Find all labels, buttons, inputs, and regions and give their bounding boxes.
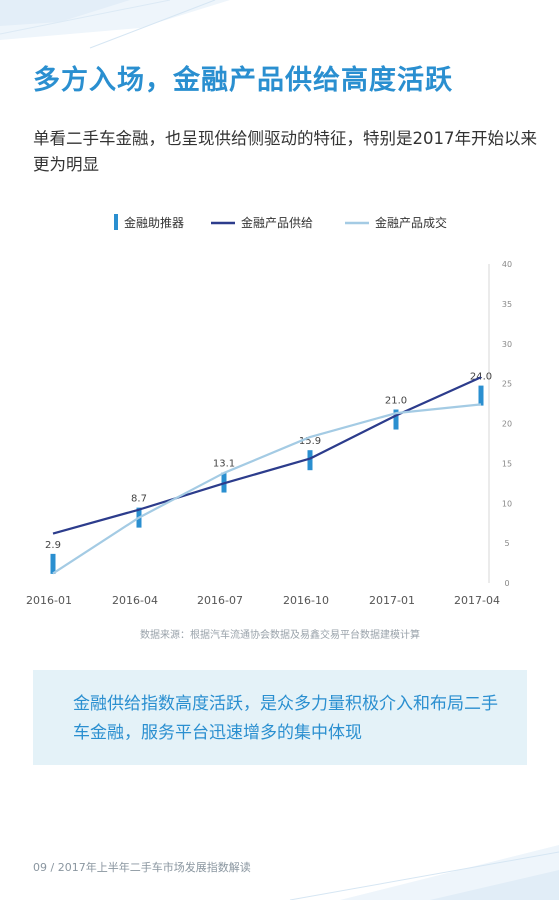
x-tick-label: 2017-01 xyxy=(369,594,415,607)
top-decoration xyxy=(0,0,230,49)
y-tick-label: 5 xyxy=(504,539,509,548)
data-label: 13.1 xyxy=(213,459,235,470)
y-tick-label: 15 xyxy=(502,459,512,468)
legend-swatch-bar xyxy=(114,214,118,230)
y-tick-label: 25 xyxy=(502,380,512,389)
page-title: 多方入场，金融产品供给高度活跃 xyxy=(33,65,453,96)
data-bar xyxy=(478,385,484,406)
legend-label: 金融助推器 xyxy=(124,215,184,230)
legend-label: 金融产品供给 xyxy=(241,215,313,230)
series-line xyxy=(52,376,482,535)
data-label: 8.7 xyxy=(131,494,147,505)
y-tick-label: 10 xyxy=(502,499,512,508)
x-tick-label: 2016-10 xyxy=(283,594,329,607)
y-tick-label: 30 xyxy=(502,340,512,349)
y-tick-label: 20 xyxy=(502,420,512,429)
x-tick-label: 2016-04 xyxy=(112,594,158,607)
data-label: 21.0 xyxy=(385,396,407,407)
footer: 09 / 2017年上半年二手车市场发展指数解读 xyxy=(33,861,251,874)
bottom-decoration xyxy=(289,845,559,900)
legend-label: 金融产品成交 xyxy=(375,215,447,230)
x-tick-label: 2017-04 xyxy=(454,594,500,607)
y-tick-label: 0 xyxy=(504,579,509,588)
callout-box: 金融供给指数高度活跃，是众多力量积极介入和布局二手车金融，服务平台迅速增多的集中… xyxy=(33,670,527,765)
data-bar xyxy=(50,553,56,574)
source-note: 数据来源：根据汽车流通协会数据及易鑫交易平台数据建模计算 xyxy=(140,628,420,641)
subtitle: 单看二手车金融，也呈现供给侧驱动的特征，特别是2017年开始以来更为明显 xyxy=(33,129,537,174)
data-bar xyxy=(307,450,313,471)
series-line xyxy=(52,403,482,575)
data-label: 15.9 xyxy=(299,436,321,447)
data-label: 24.0 xyxy=(470,372,492,383)
data-bar xyxy=(393,409,399,430)
data-label: 2.9 xyxy=(45,540,61,551)
y-tick-label: 35 xyxy=(502,300,512,309)
y-tick-label: 40 xyxy=(502,260,512,269)
x-tick-label: 2016-01 xyxy=(26,594,72,607)
chart: 0 5 10 15 20 25 30 35 40 2016-01 2016-04 2016-07 201… xyxy=(26,214,512,641)
x-tick-label: 2016-07 xyxy=(197,594,243,607)
